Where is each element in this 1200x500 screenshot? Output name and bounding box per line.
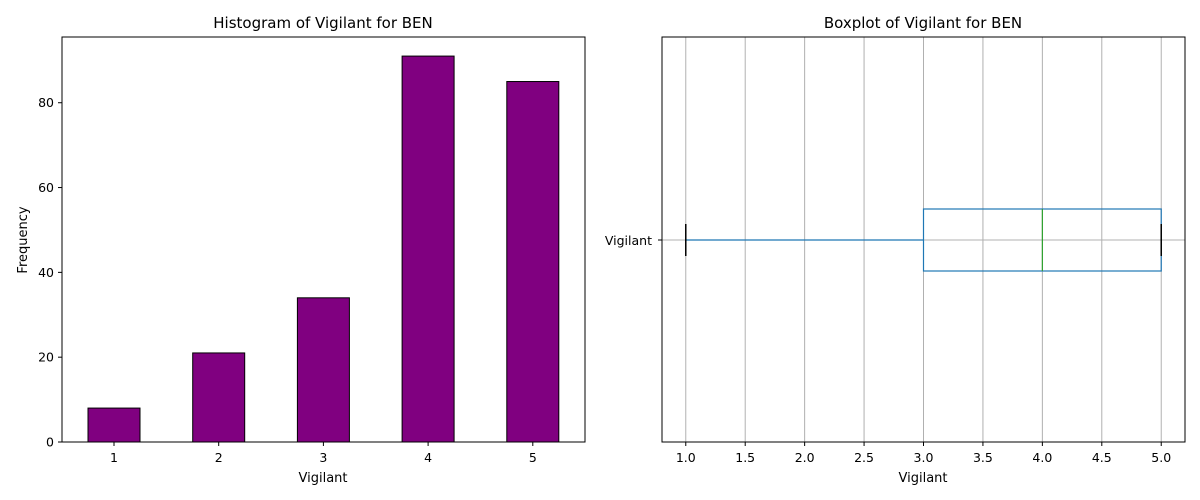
histogram-y-tick-label: 0 <box>46 435 54 450</box>
histogram-chart: Histogram of Vigilant for BEN 020406080 … <box>16 14 586 486</box>
histogram-x-tick-label: 3 <box>319 450 327 465</box>
histogram-axes-frame <box>61 36 586 443</box>
boxplot-x-tick-label: 1.0 <box>676 450 696 465</box>
boxplot-x-tick-label: 1.5 <box>735 450 755 465</box>
histogram-y-axis-label: Frequency <box>16 206 31 273</box>
boxplot-x-tick-label: 3.5 <box>973 450 993 465</box>
histogram-y-tick-label: 20 <box>38 350 54 365</box>
boxplot-chart: Boxplot of Vigilant for BEN 1.0 1.5 2.0 2.5… <box>605 14 1186 486</box>
boxplot-title: Boxplot of Vigilant for BEN <box>824 14 1022 32</box>
histogram-x-axis-label: Vigilant <box>299 471 348 486</box>
boxplot-x-tick-label: 5.0 <box>1151 450 1171 465</box>
boxplot-x-tick-label: 3.0 <box>914 450 934 465</box>
histogram-x-tick-label: 4 <box>424 450 432 465</box>
boxplot-x-tick-label: 4.5 <box>1092 450 1112 465</box>
histogram-bar <box>506 81 560 443</box>
boxplot-x-ticks: 1.0 1.5 2.0 2.5 3.0 3.5 4.0 4.5 5.0 <box>676 442 1171 465</box>
histogram-bar <box>87 407 141 443</box>
boxplot-x-axis-label: Vigilant <box>899 471 948 486</box>
histogram-bar <box>401 55 455 443</box>
histogram-title: Histogram of Vigilant for BEN <box>213 14 433 32</box>
histogram-x-tick-label: 2 <box>215 450 223 465</box>
histogram-y-tick-label: 40 <box>38 265 54 280</box>
boxplot-x-tick-label: 2.5 <box>854 450 874 465</box>
histogram-x-tick-label: 1 <box>110 450 118 465</box>
boxplot-axes-frame <box>661 36 1186 443</box>
histogram-y-tick-label: 60 <box>38 180 54 195</box>
histogram-x-tick-label: 5 <box>529 450 537 465</box>
boxplot-y-tick-label: Vigilant <box>605 233 652 248</box>
histogram-x-ticks: 1 2 3 4 5 <box>110 442 537 465</box>
histogram-bar <box>192 352 246 443</box>
boxplot-x-tick-label: 2.0 <box>795 450 815 465</box>
boxplot-x-tick-label: 4.0 <box>1032 450 1052 465</box>
histogram-bar <box>296 297 350 443</box>
histogram-y-tick-label: 80 <box>38 95 54 110</box>
histogram-bars <box>87 55 560 443</box>
boxplot-marks <box>685 208 1162 272</box>
histogram-y-ticks: 0 20 40 60 80 <box>38 95 62 450</box>
